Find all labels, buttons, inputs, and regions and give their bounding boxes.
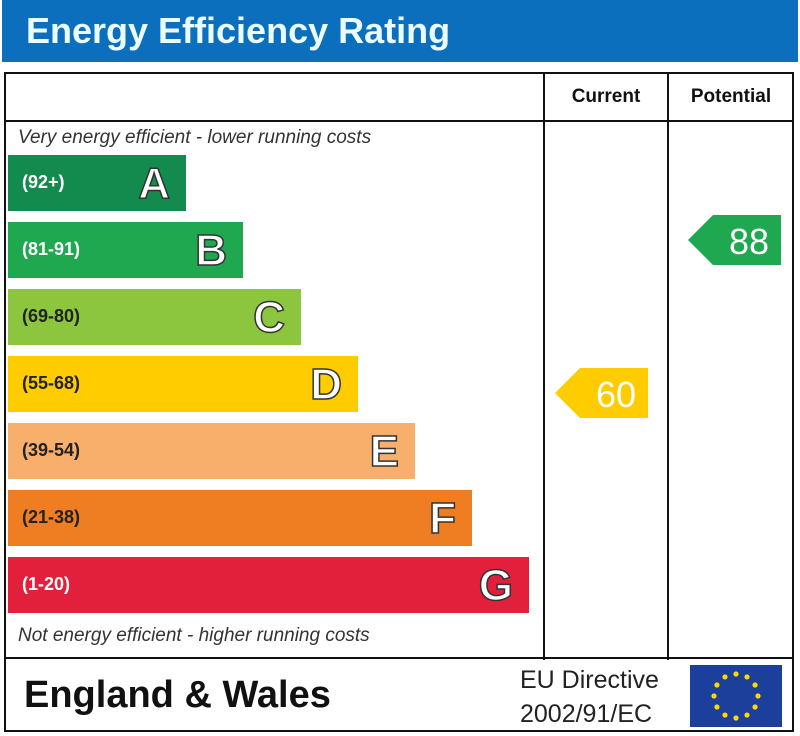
flag-star xyxy=(733,671,739,677)
rating-bar-g: (1-20) G xyxy=(8,557,529,613)
directive-line2: 2002/91/EC xyxy=(520,700,653,728)
divider xyxy=(667,72,669,660)
potential-value: 88 xyxy=(728,221,769,262)
divider xyxy=(4,657,794,659)
rating-bar-f: (21-38) F xyxy=(8,490,472,546)
band-letter: G xyxy=(478,560,514,611)
arrow-shape xyxy=(555,368,648,418)
top-note: Very energy efficient - lower running co… xyxy=(18,127,372,148)
band-range: (1-20) xyxy=(22,574,71,594)
flag-star xyxy=(733,715,739,721)
divider xyxy=(543,72,545,660)
rating-bar-c: (69-80) C xyxy=(8,289,301,345)
current-header: Current xyxy=(571,86,641,107)
flag-star xyxy=(711,693,717,699)
flag-star xyxy=(744,712,750,718)
band-letter: C xyxy=(252,292,285,343)
flag-star xyxy=(714,704,720,710)
bottom-note: Not energy efficient - higher running co… xyxy=(18,625,370,646)
band-range: (39-54) xyxy=(22,440,81,460)
rating-bar-e: (39-54) E xyxy=(8,423,415,479)
flag-star xyxy=(722,712,728,718)
flag-star xyxy=(714,682,720,688)
band-letter: B xyxy=(194,225,227,276)
band-letter: D xyxy=(309,359,342,410)
rating-table xyxy=(4,72,794,732)
rating-bar-a: (92+) A xyxy=(8,155,186,211)
band-letter: E xyxy=(369,426,400,477)
region-label: England & Wales xyxy=(24,674,331,716)
current-rating-arrow: 60 xyxy=(555,368,648,418)
flag-star xyxy=(744,674,750,680)
chart-title: Energy Efficiency Rating xyxy=(26,10,451,51)
flag-star xyxy=(752,704,758,710)
band-range: (92+) xyxy=(22,172,65,192)
flag-star xyxy=(752,682,758,688)
potential-header: Potential xyxy=(690,86,772,107)
eu-flag-icon xyxy=(690,665,782,727)
current-value: 60 xyxy=(595,374,636,415)
title-banner: Energy Efficiency Rating xyxy=(2,0,798,62)
band-letter: F xyxy=(428,493,456,544)
flag-star xyxy=(722,674,728,680)
flag-star xyxy=(755,693,761,699)
rating-bar-b: (81-91) B xyxy=(8,222,243,278)
directive-line1: EU Directive xyxy=(520,666,659,694)
band-range: (69-80) xyxy=(22,306,81,326)
potential-rating-arrow: 88 xyxy=(688,215,781,265)
band-range: (81-91) xyxy=(22,239,81,259)
band-range: (55-68) xyxy=(22,373,81,393)
arrow-shape xyxy=(688,215,781,265)
band-letter: A xyxy=(137,158,170,209)
divider xyxy=(4,120,794,122)
band-range: (21-38) xyxy=(22,507,81,527)
rating-bar-d: (55-68) D xyxy=(8,356,358,412)
